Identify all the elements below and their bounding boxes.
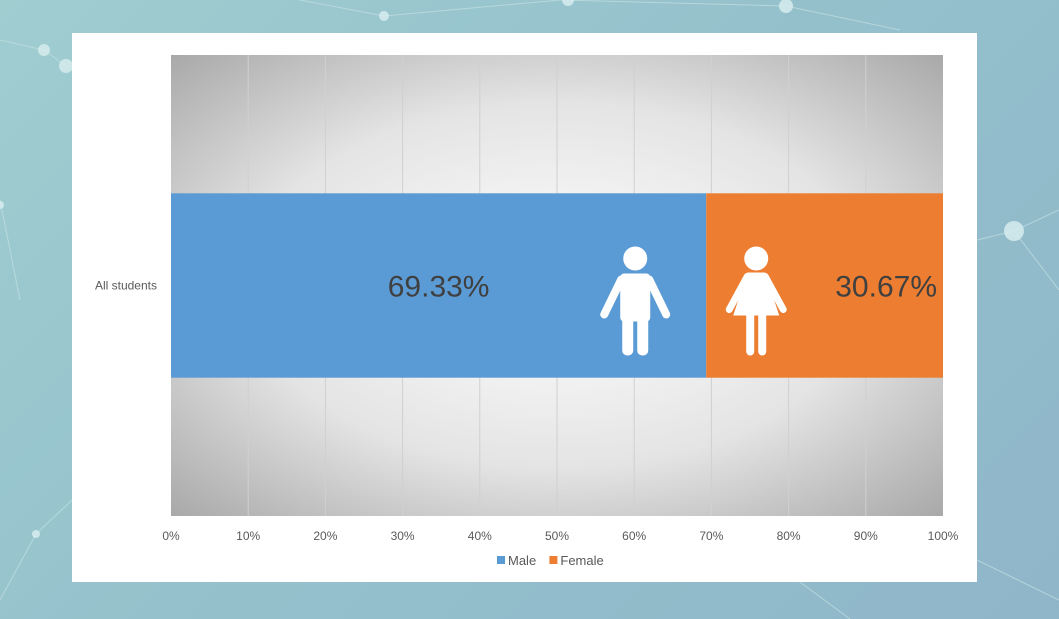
female-person-icon [725,246,787,356]
x-tick-label: 100% [928,529,959,543]
category-label: All students [95,279,157,293]
x-tick-label: 80% [777,529,801,543]
icons [600,246,787,356]
legend-label-female: Female [560,553,603,568]
x-tick-label: 10% [236,529,260,543]
chart-card: 69.33% 30.67% 0% 10% 20% 30% 40% 50% 60% 70% 80% 9… [72,33,977,582]
x-tick-label: 30% [391,529,415,543]
x-tick-label: 60% [622,529,646,543]
legend-swatch-female [549,556,558,564]
category-labels: All students [95,279,157,293]
legend: Male Female [497,553,604,568]
legend-swatch-male [497,556,505,564]
data-labels: 69.33% 30.67% [388,271,937,304]
male-person-icon [600,246,671,356]
x-tick-label: 70% [699,529,723,543]
legend-label-male: Male [508,553,536,568]
x-tick-label: 0% [162,529,180,543]
x-axis-ticks: 0% 10% 20% 30% 40% 50% 60% 70% 80% 90% 100% [162,529,958,543]
x-tick-label: 40% [468,529,492,543]
x-tick-label: 50% [545,529,569,543]
x-tick-label: 20% [313,529,337,543]
data-label-female: 30.67% [835,271,937,304]
bars [171,193,943,378]
data-label-male: 69.33% [388,271,490,304]
x-tick-label: 90% [854,529,878,543]
stacked-bar-chart: 69.33% 30.67% 0% 10% 20% 30% 40% 50% 60% 70% 80% 9… [95,55,959,568]
